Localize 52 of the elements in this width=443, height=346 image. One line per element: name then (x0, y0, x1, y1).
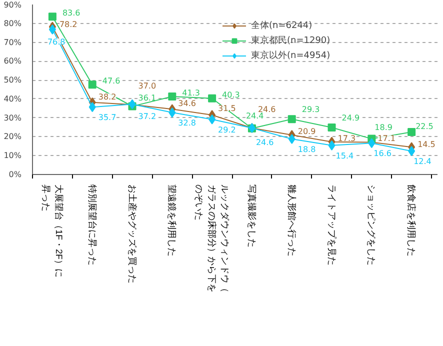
y-tick-label: 80% (4, 18, 22, 28)
data-label: 24.6 (256, 138, 274, 148)
y-tick-label: 50% (4, 76, 22, 85)
data-label: 38.2 (98, 92, 116, 102)
x-tick-label: お土産やグッズを買った (127, 184, 138, 284)
x-tick-label: ショッピングをした (366, 184, 377, 266)
x-tick-label: ルックダウンウィンドウ（ガラスの床部分）から下をのぞいた (194, 184, 230, 292)
data-label: 24.9 (342, 113, 360, 122)
data-label: 24.4 (246, 111, 264, 120)
data-label: 37.0 (138, 82, 156, 91)
y-tick-label: 0% (8, 170, 22, 179)
y-tick-label: 20% (4, 132, 22, 142)
x-tick-label: 雛人形館へ行った (286, 184, 297, 256)
legend-label: 東京都民(n=1290) (251, 34, 330, 47)
y-tick-label: 90% (4, 0, 22, 10)
data-label: 40.3 (222, 90, 240, 100)
legend-label: 東京以外(n=4954) (251, 50, 330, 62)
legend-label: 全体(n=6244) (251, 20, 312, 32)
y-tick-label: 70% (4, 38, 22, 47)
data-label: 15.4 (336, 151, 354, 160)
data-label: 17.1 (378, 134, 396, 144)
y-tick-label: 30% (4, 113, 22, 122)
data-label: 41.3 (182, 88, 200, 98)
data-label: 12.4 (414, 157, 432, 166)
x-tick-label: ライトアップを見た (326, 184, 337, 266)
data-label: 18.9 (374, 122, 392, 132)
data-label: 35.7 (98, 113, 116, 122)
data-label: 16.6 (374, 149, 392, 158)
data-label: 83.6 (62, 8, 80, 18)
y-tick-label: 40% (4, 94, 22, 104)
data-label: 76.8 (47, 37, 66, 46)
x-tick-label: 飲食店を利用した (406, 184, 417, 256)
data-label: 17.3 (338, 134, 356, 143)
x-tick-label: 写真撮影をした (246, 184, 257, 248)
data-label: 22.5 (416, 122, 434, 131)
data-label: 18.8 (298, 144, 316, 154)
y-tick-label: 60% (4, 56, 22, 66)
y-tick-label: 10% (4, 151, 22, 160)
data-label: 78.2 (59, 20, 78, 29)
data-label: 29.3 (302, 105, 320, 114)
data-label: 47.6 (102, 76, 120, 86)
x-tick-label: 大展望台（1F・2F）に昇った (40, 184, 64, 278)
data-label: 31.5 (218, 104, 236, 113)
data-label: 37.2 (138, 112, 156, 122)
x-tick-label: 特別展望台に昇った (87, 184, 98, 266)
data-label: 34.6 (178, 99, 196, 108)
data-label: 29.2 (218, 125, 236, 134)
data-label: 32.8 (178, 118, 196, 128)
data-label: 36.1 (138, 93, 156, 102)
data-label: 14.5 (418, 140, 436, 150)
x-tick-label: 望遠鏡を利用した (167, 184, 178, 256)
data-label: 20.9 (298, 127, 316, 136)
